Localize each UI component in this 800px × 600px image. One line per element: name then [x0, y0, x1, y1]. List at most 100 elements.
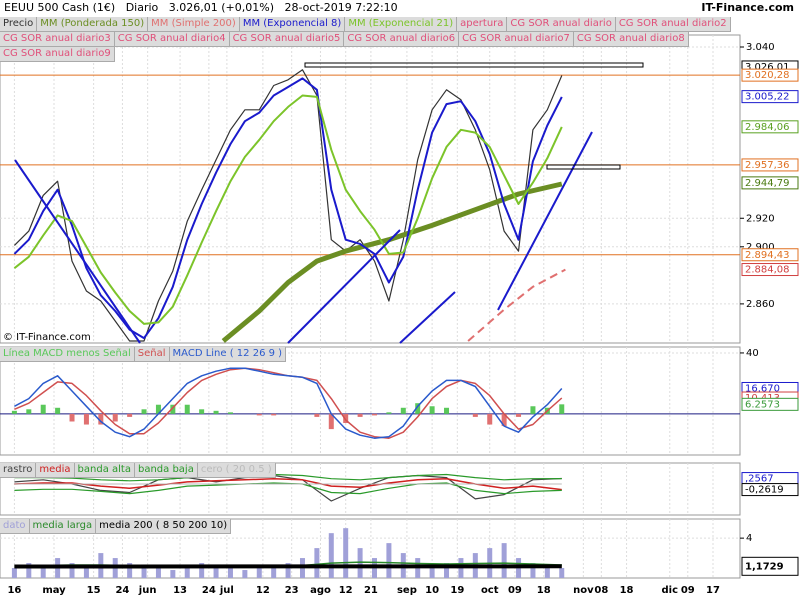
y-tick-label: 2.860	[746, 299, 775, 310]
price-tag: ,2567	[745, 474, 774, 485]
legend-item: Línea MACD menos Señal	[0, 347, 135, 362]
bar	[544, 566, 550, 578]
x-tick-label: jul	[219, 585, 234, 596]
bar	[328, 533, 334, 578]
timestamp: 28-oct-2019 7:22:10	[284, 1, 398, 14]
bar	[501, 413, 507, 427]
bar	[444, 407, 450, 414]
price-tag: 3.005,22	[745, 92, 790, 103]
legend: dato media larga media 200 ( 8 50 200 10)	[0, 519, 740, 534]
legend: rastro media banda alta banda baja cero ( 20…	[0, 463, 740, 478]
bar	[155, 404, 161, 414]
bar	[357, 413, 363, 417]
legend-item: CG SOR anual diario4	[114, 32, 230, 47]
legend-item: banda alta	[74, 463, 135, 478]
price-tag-box	[741, 248, 799, 262]
x-tick-label: 10	[425, 585, 439, 596]
price-tag: -0,2619	[745, 485, 784, 496]
legend-item: media	[36, 463, 75, 478]
bar	[400, 407, 406, 414]
bar	[256, 413, 262, 416]
x-tick-label: oct	[481, 585, 499, 596]
bar	[343, 528, 349, 578]
x-tick-label: 09	[508, 585, 522, 596]
bar	[530, 406, 536, 414]
bar	[40, 404, 46, 414]
price-tag-box	[741, 556, 799, 576]
legend-item: CG SOR anual diario3	[0, 32, 115, 47]
legend: Línea MACD menos Señal Señal MACD Line ( 1…	[0, 347, 740, 362]
site: IT-Finance.com	[701, 1, 794, 14]
bar	[184, 404, 190, 414]
x-tick-label: sep	[397, 585, 417, 596]
bar	[155, 566, 161, 578]
price-tag-box	[741, 176, 799, 190]
bar	[343, 413, 349, 424]
price-tag-box	[741, 90, 799, 104]
legend-item: CG SOR anual diario7	[459, 32, 574, 47]
price-tag-box	[741, 397, 799, 411]
y-tick-label: 2.900	[746, 242, 775, 253]
x-tick-label: 24	[202, 585, 216, 596]
y-tick-label: 2.920	[746, 213, 775, 224]
bar	[444, 563, 450, 578]
trendline	[399, 291, 456, 344]
bar	[415, 403, 421, 414]
bar	[227, 412, 233, 414]
bar	[530, 563, 536, 578]
x-tick-label: ago	[310, 585, 331, 596]
bar	[112, 413, 118, 422]
bar	[559, 568, 565, 578]
y-tick-label: 4	[746, 533, 752, 544]
price-tag-box	[741, 120, 799, 134]
bar	[199, 409, 205, 414]
macd-frame	[0, 346, 741, 456]
trendline	[287, 229, 401, 344]
series-line	[14, 367, 563, 439]
series-line	[13, 94, 563, 325]
legend-item: rastro	[0, 463, 37, 478]
legend-item: apertura	[457, 17, 508, 32]
x-tick-label: 21	[364, 585, 378, 596]
y-tick-label: 40	[746, 348, 759, 359]
legend-item: cero ( 20 0.5 )	[197, 463, 276, 478]
bar	[559, 404, 565, 414]
series-line	[13, 69, 563, 342]
x-tick-label: 19	[450, 585, 464, 596]
bar	[429, 406, 435, 414]
bar	[487, 413, 493, 425]
series-line	[14, 474, 562, 502]
price-tag: 3.020,28	[745, 70, 790, 81]
legend-item: dato	[0, 519, 30, 534]
x-tick-label: 18	[537, 585, 551, 596]
legend-item: CG SOR anual diario8	[573, 32, 689, 47]
bar	[11, 410, 17, 414]
bar	[184, 568, 190, 578]
x-tick-label: may	[42, 585, 66, 596]
legend-item: CG SOR anual diario9	[0, 47, 115, 62]
price-tag: 6.2573	[745, 399, 780, 410]
box-drawing	[304, 62, 644, 68]
panel: 3.040 2.920 2.900 2.860	[0, 35, 775, 343]
bar	[357, 548, 363, 578]
price-tag: 3.026,01	[745, 62, 790, 73]
bar	[127, 563, 133, 578]
legend-item: CG SOR anual diario	[507, 17, 616, 32]
price-tag: 2.984,06	[745, 122, 790, 133]
series-line	[13, 77, 563, 340]
drawings	[14, 62, 644, 344]
x-tick-label: nov	[573, 585, 594, 596]
series-line	[14, 477, 562, 491]
bar	[227, 568, 233, 578]
legend-item: banda baja	[134, 463, 198, 478]
panel: 40	[0, 347, 759, 455]
price-tag: 1,1729	[745, 561, 784, 572]
bar	[213, 566, 219, 578]
bar	[170, 570, 176, 578]
bar	[11, 568, 17, 578]
box-drawing	[546, 164, 621, 170]
price-tag: 2.884,08	[745, 265, 790, 276]
bar	[271, 413, 277, 416]
series-line	[221, 181, 563, 343]
